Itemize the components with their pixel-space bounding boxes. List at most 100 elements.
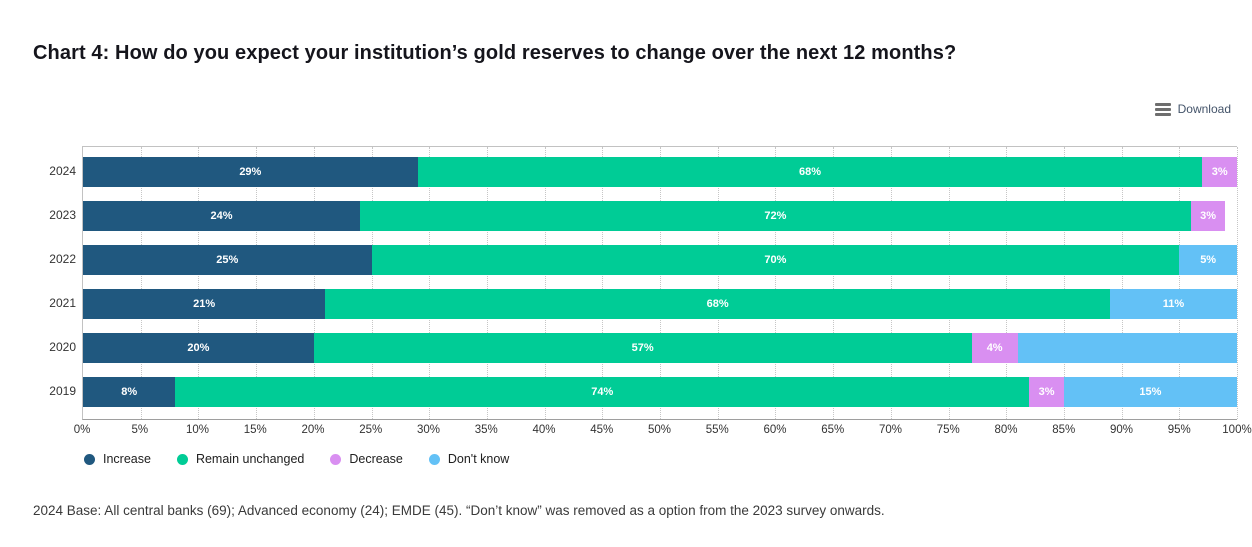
bar-value-label: 3%: [1211, 166, 1228, 178]
bar-value-label: 70%: [764, 254, 787, 266]
bar-value-label: 5%: [1200, 254, 1217, 266]
legend-dot-icon: [428, 453, 440, 465]
x-axis-tick-label: 65%: [821, 424, 845, 436]
bar-value-label: 4%: [986, 342, 1003, 354]
gridline: [371, 147, 373, 419]
gridline: [544, 147, 546, 419]
legend: Increase Remain unchanged Decrease Don't kn…: [84, 452, 509, 466]
gridline: [1006, 147, 1008, 419]
gridline: [486, 147, 488, 419]
legend-label: Don't know: [447, 452, 510, 466]
x-axis-tick-label: 60%: [763, 424, 787, 436]
bar-segment-remain-unchanged-2019[interactable]: 74%: [175, 377, 1030, 407]
bar-row-2021: 21% 68% 11%: [83, 289, 1237, 319]
bar-row-2019: 8% 74% 3% 15%: [83, 377, 1237, 407]
page-title: Chart 4: How do you expect your institut…: [33, 42, 957, 64]
y-axis-label-2023: 2023: [49, 208, 76, 222]
bar-segment-decrease-2020[interactable]: 4%: [971, 333, 1018, 363]
bar-value-label: 21%: [193, 298, 216, 310]
legend-item-increase[interactable]: Increase: [84, 452, 151, 466]
bar-segment-remain-unchanged-2021[interactable]: 68%: [325, 289, 1111, 319]
gridline: [1179, 147, 1181, 419]
bar-value-label: 25%: [216, 254, 239, 266]
bar-segment-remain-unchanged-2022[interactable]: 70%: [371, 245, 1180, 275]
y-axis-label-2019: 2019: [49, 384, 76, 398]
legend-item-decrease[interactable]: Decrease: [330, 452, 403, 466]
bar-segment-decrease-2019[interactable]: 3%: [1029, 377, 1064, 407]
gridline: [660, 147, 661, 419]
gridline: [1237, 147, 1238, 419]
hamburger-menu-icon: [1154, 102, 1171, 116]
legend-label: Increase: [103, 452, 151, 466]
bar-row-2024: 29% 68% 3%: [83, 157, 1237, 187]
bar-value-label: 15%: [1139, 386, 1162, 398]
bar-segment-increase-2021[interactable]: 21%: [83, 289, 326, 319]
bar-segment-increase-2019[interactable]: 8%: [83, 377, 176, 407]
legend-dot-icon: [176, 453, 188, 465]
bar-row-2022: 25% 70% 5%: [83, 245, 1237, 275]
bar-segment-increase-2023[interactable]: 24%: [83, 201, 360, 231]
download-label: Download: [1177, 102, 1231, 116]
x-axis-tick-label: 20%: [301, 424, 325, 436]
x-axis-tick-label: 85%: [1052, 424, 1076, 436]
bar-segment-remain-unchanged-2020[interactable]: 57%: [313, 333, 972, 363]
legend-dot-icon: [330, 453, 342, 465]
bar-segment-remain-unchanged-2023[interactable]: 72%: [359, 201, 1191, 231]
gridline: [198, 147, 200, 419]
gridline: [602, 147, 604, 419]
x-axis-tick-label: 30%: [416, 424, 441, 436]
x-axis-tick-label: 75%: [936, 424, 960, 436]
legend-label: Remain unchanged: [195, 452, 305, 466]
x-axis-tick-label: 80%: [994, 424, 1018, 436]
gridline: [833, 147, 835, 419]
bar-value-label: 29%: [239, 166, 262, 178]
gridline: [775, 147, 777, 419]
y-axis-label-2024: 2024: [49, 164, 76, 178]
legend-item-remain-unchanged[interactable]: Remain unchanged: [176, 452, 305, 466]
bar-value-label: 20%: [187, 342, 210, 354]
y-axis-label-2022: 2022: [49, 252, 76, 266]
x-axis-tick-label: 35%: [474, 424, 498, 436]
bar-segment-don-t-know-2022[interactable]: 5%: [1179, 245, 1237, 275]
legend-label: Decrease: [349, 452, 403, 466]
bar-row-2023: 24% 72% 3%: [83, 201, 1237, 231]
bar-segment-increase-2024[interactable]: 29%: [83, 157, 418, 187]
bar-segment-don-t-know-2020[interactable]: [1017, 333, 1237, 363]
gridline: [717, 147, 719, 419]
bar-value-label: 24%: [210, 210, 233, 222]
gridline: [429, 147, 431, 419]
bar-value-label: 3%: [1200, 210, 1217, 222]
x-axis-tick-label: 70%: [878, 424, 903, 436]
bar-segment-don-t-know-2021[interactable]: 11%: [1110, 289, 1237, 319]
gridline: [1121, 147, 1123, 419]
gridline: [256, 147, 258, 419]
x-axis-tick-label: 50%: [647, 424, 672, 436]
download-button[interactable]: Download: [1153, 100, 1233, 118]
x-axis-tick-label: 0%: [73, 424, 91, 436]
bar-value-label: 68%: [799, 166, 822, 178]
gridline: [890, 147, 892, 419]
x-axis-tick-label: 95%: [1167, 424, 1191, 436]
x-axis-tick-label: 15%: [243, 424, 267, 436]
bar-value-label: 3%: [1038, 386, 1055, 398]
x-axis-tick-label: 5%: [131, 424, 149, 436]
bar-value-label: 74%: [591, 386, 614, 398]
bar-value-label: 8%: [121, 386, 138, 398]
legend-item-don-t-know[interactable]: Don't know: [428, 452, 510, 466]
bar-row-2020: 20% 57% 4%: [83, 333, 1237, 363]
bar-segment-increase-2020[interactable]: 20%: [83, 333, 314, 363]
x-axis-tick-label: 40%: [532, 424, 556, 436]
y-axis-label-2020: 2020: [49, 340, 76, 354]
bar-segment-increase-2022[interactable]: 25%: [83, 245, 372, 275]
bar-segment-decrease-2023[interactable]: 3%: [1190, 201, 1226, 231]
plot-area: 29% 68% 3% 24% 72% 3% 25% 70% 5% 21% 68% 11% 20% 57% 4…: [82, 146, 1238, 420]
bar-segment-don-t-know-2019[interactable]: 15%: [1063, 377, 1237, 407]
gridline: [1063, 147, 1065, 419]
gridline: [313, 147, 315, 419]
bar-segment-decrease-2024[interactable]: 3%: [1202, 157, 1237, 187]
legend-dot-icon: [84, 453, 95, 465]
bar-segment-remain-unchanged-2024[interactable]: 68%: [417, 157, 1203, 187]
x-axis-tick-label: 90%: [1109, 424, 1134, 436]
x-axis-tick-label: 45%: [590, 424, 614, 436]
x-axis-tick-label: 25%: [359, 424, 383, 436]
